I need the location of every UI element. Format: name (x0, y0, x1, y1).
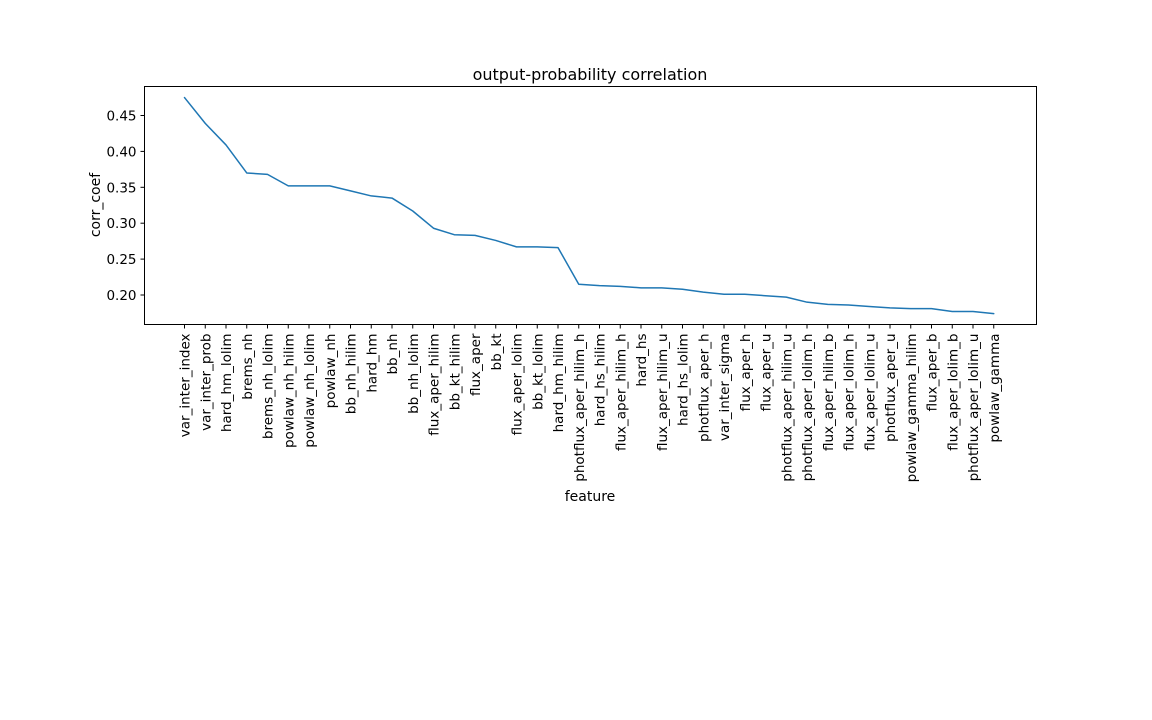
x-tick-label: flux_aper_lolim (510, 334, 526, 436)
x-tick-label: flux_aper_hilim_h (613, 334, 629, 452)
x-tick-label: powlaw_gamma_hilim (904, 334, 920, 483)
x-tick-label: powlaw_gamma (987, 334, 1003, 443)
y-axis-label: corr_coef (88, 172, 104, 237)
x-tick-label: flux_aper_lolim_h (842, 334, 858, 451)
x-axis-label: feature (565, 489, 616, 505)
x-tick-label: var_inter_sigma (717, 334, 733, 442)
x-tick-label: flux_aper_hilim_b (821, 334, 837, 452)
x-tick-label: flux_aper_hilim_u (655, 334, 671, 452)
x-tick-label: bb_nh (385, 334, 401, 375)
x-tick-label: photflux_aper_lolim_u (966, 334, 982, 482)
y-tick-label: 0.20 (106, 288, 136, 304)
x-tick-label: hard_hm (364, 334, 380, 393)
x-tick-label: var_inter_prob (198, 334, 214, 431)
x-tick-label: bb_kt_hilim (447, 334, 463, 411)
series-line (183, 96, 995, 315)
x-tick-label: hard_hm_lolim (219, 334, 235, 433)
x-tick-label: flux_aper_b (925, 334, 941, 412)
x-tick-label: flux_aper_hilim (427, 334, 443, 436)
y-tick-label: 0.30 (106, 216, 136, 232)
x-tick-label: powlaw_nh (323, 334, 339, 409)
x-tick-label: bb_nh_lolim (406, 334, 422, 414)
x-tick-label: var_inter_index (178, 333, 194, 437)
x-tick-label: flux_aper_u (759, 334, 775, 412)
x-tick-label: bb_kt (489, 334, 505, 371)
chart-title: output-probability correlation (473, 65, 708, 84)
x-tick-label: photflux_aper_hilim_h (572, 334, 588, 482)
x-tick-label: hard_hm_hilim (551, 334, 567, 433)
x-tick-label: bb_kt_lolim (530, 334, 546, 410)
x-tick-label: powlaw_nh_hilim (281, 334, 297, 449)
x-tick-label: flux_aper (468, 333, 484, 396)
x-tick-label: photflux_aper_h (696, 334, 712, 442)
y-tick-label: 0.45 (106, 109, 136, 125)
y-tick-label: 0.25 (106, 252, 136, 268)
x-tick-label: flux_aper_lolim_u (862, 334, 878, 451)
x-tick-label: hard_hs (634, 334, 650, 387)
x-tick-label: photflux_aper_lolim_h (800, 334, 816, 482)
plot-frame (144, 86, 1037, 325)
x-tick-label: bb_nh_hilim (344, 334, 360, 415)
x-tick-label: brems_nh_lolim (261, 334, 277, 440)
y-tick-label: 0.40 (106, 144, 136, 160)
y-tick-label: 0.35 (106, 180, 136, 196)
x-tick-label: photflux_aper_u (883, 334, 899, 442)
x-tick-label: flux_aper_h (738, 334, 754, 412)
x-tick-label: powlaw_nh_lolim (302, 334, 318, 448)
x-tick-label: hard_hs_hilim (593, 334, 609, 427)
x-tick-label: photflux_aper_hilim_u (779, 334, 795, 482)
x-tick-label: flux_aper_lolim_b (945, 334, 961, 451)
x-tick-label: hard_hs_lolim (676, 334, 692, 426)
x-tick-label: brems_nh (240, 334, 256, 400)
